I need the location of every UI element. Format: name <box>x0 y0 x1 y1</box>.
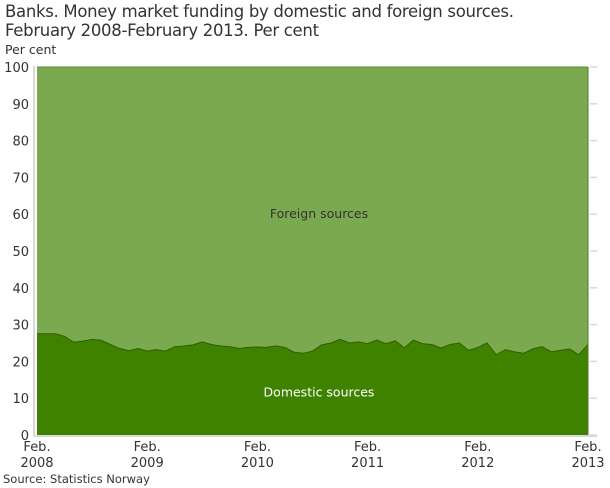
series-boundary-line <box>37 333 589 356</box>
y-tick-label: 90 <box>12 98 29 113</box>
area-labels: Foreign sources Domestic sources <box>264 206 375 399</box>
x-tick-label: Feb. 2010 <box>241 440 274 471</box>
y-tick-label: 50 <box>12 245 29 260</box>
chart-title: Banks. Money market funding by domestic … <box>5 2 514 40</box>
y-tick-label: 60 <box>12 208 29 223</box>
y-tick-label: 100 <box>4 61 29 76</box>
domestic-sources-area <box>37 333 588 435</box>
y-tick-label: 30 <box>12 319 29 334</box>
x-tick-label: Feb. 2009 <box>131 440 164 471</box>
chart-title-line-1: Banks. Money market funding by domestic … <box>5 2 514 21</box>
y-tick-label: 70 <box>12 171 29 186</box>
domestic-sources-label: Domestic sources <box>264 385 375 400</box>
x-tick-label: Feb. 2011 <box>351 440 384 471</box>
y-tick-label: 40 <box>12 282 29 297</box>
axes: 0 10 20 30 40 50 60 70 80 90 100 Feb. 2008 Feb. 2009 Fe… <box>4 61 604 471</box>
y-tick-label: 80 <box>12 135 29 150</box>
source-note: Source: Statistics Norway <box>3 472 150 486</box>
y-tick-label: 0 <box>21 429 29 444</box>
x-tick-label: Feb. 2013 <box>571 440 604 471</box>
foreign-sources-area <box>37 67 588 355</box>
chart-title-line-2: February 2008-February 2013. Per cent <box>5 21 319 40</box>
foreign-sources-label: Foreign sources <box>270 206 368 221</box>
x-tick-label: Feb. 2008 <box>20 440 53 471</box>
plot-area <box>37 66 589 435</box>
x-tick-label: Feb. 2012 <box>461 440 494 471</box>
y-axis-unit-label: Per cent <box>5 42 57 57</box>
y-tick-label: 10 <box>12 392 29 407</box>
y-tick-label: 20 <box>12 355 29 370</box>
